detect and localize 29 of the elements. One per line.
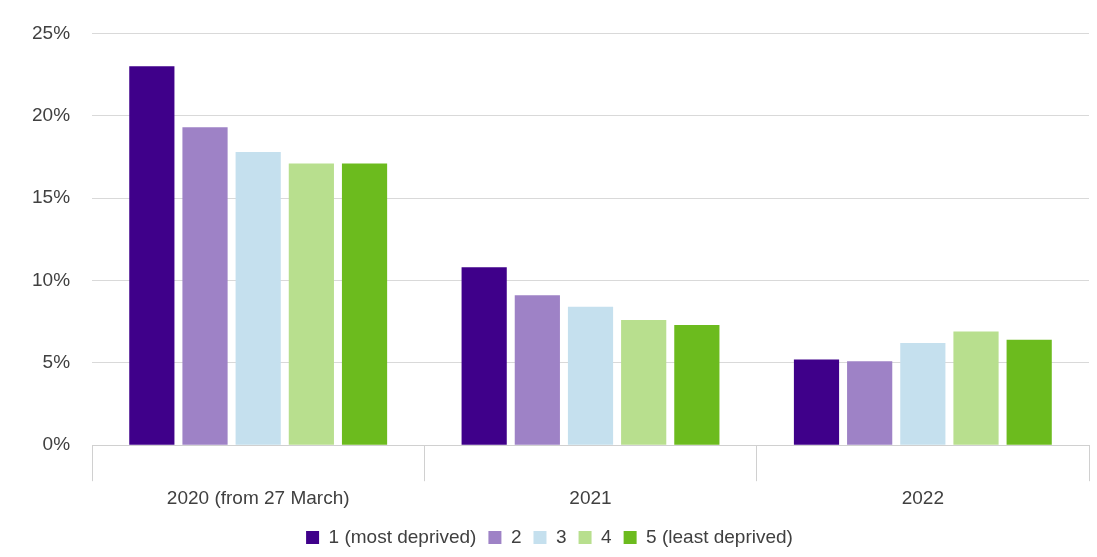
y-tick-label: 15%	[32, 186, 71, 208]
bar	[847, 361, 893, 445]
bar	[235, 152, 281, 445]
x-tick-label: 2021	[569, 486, 612, 508]
bar	[793, 359, 840, 445]
bar	[461, 267, 507, 445]
bar	[514, 295, 560, 445]
x-tick-label: 2020 (from 27 March)	[166, 486, 350, 508]
bar	[567, 306, 614, 445]
bar	[900, 343, 946, 445]
bar	[288, 163, 334, 445]
bar	[674, 324, 720, 445]
legend-label: 4	[601, 525, 613, 547]
x-tick-label: 2022	[901, 486, 944, 508]
bar	[1006, 339, 1052, 445]
bar	[341, 163, 388, 445]
bar	[953, 331, 999, 445]
y-tick-label: 25%	[32, 21, 71, 43]
bar	[182, 127, 228, 445]
y-tick-label: 20%	[32, 103, 71, 125]
y-tick-label: 0%	[42, 433, 71, 455]
legend-label: 2	[510, 525, 522, 547]
bar	[621, 320, 667, 445]
bar	[129, 66, 175, 445]
y-tick-label: 10%	[32, 268, 71, 290]
legend-label: 1 (most deprived)	[328, 525, 477, 547]
y-tick-label: 5%	[42, 351, 71, 373]
legend-label: 5 (least deprived)	[646, 525, 793, 547]
legend-label: 3	[555, 525, 567, 547]
